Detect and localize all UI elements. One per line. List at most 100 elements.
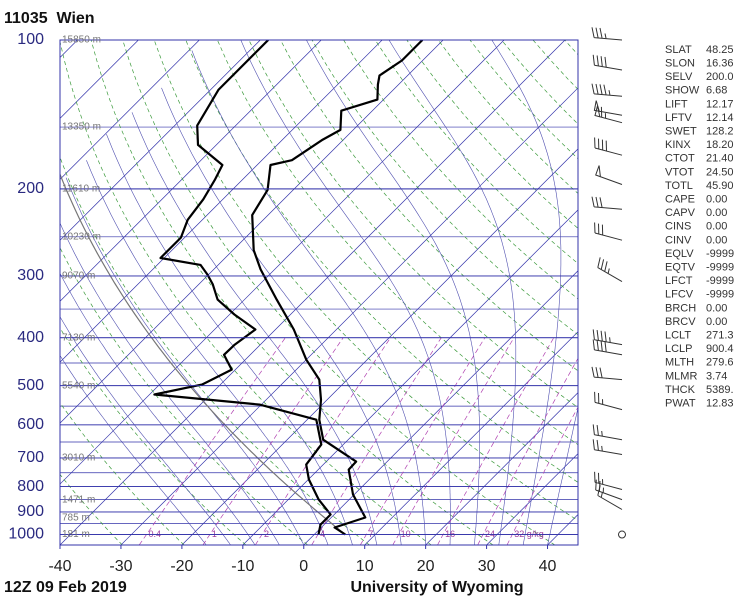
isotherm — [60, 40, 200, 180]
index-value: -9999 — [706, 248, 734, 260]
isotherm — [60, 40, 505, 485]
dry-adiabat — [343, 40, 578, 300]
dry-adiabat — [60, 327, 247, 545]
parcel-path — [60, 172, 346, 535]
mixing-ratio-label: 1 — [212, 529, 217, 539]
height-label: 785 m — [62, 512, 90, 523]
index-label: CTOT — [665, 153, 695, 165]
y-tick-label: 700 — [17, 449, 44, 466]
isotherm — [60, 40, 261, 241]
index-value: 5389. — [706, 384, 734, 396]
mixing-ratio-line — [477, 357, 578, 545]
index-value: 12.14 — [706, 112, 734, 124]
mixing-ratio-line — [506, 406, 578, 545]
mixing-ratio-label: 0.4 — [148, 529, 161, 539]
wind-calm — [618, 530, 626, 539]
isotherm — [242, 209, 578, 545]
index-label: CINV — [665, 234, 692, 246]
index-label: MLMR — [665, 370, 697, 382]
index-value: 0.00 — [706, 194, 727, 206]
index-value: 0.00 — [706, 234, 727, 246]
index-value: 128.2 — [706, 126, 734, 138]
index-value: 0.00 — [706, 302, 727, 314]
dry-adiabat — [60, 402, 185, 545]
wind-barb — [592, 439, 623, 455]
x-tick-label: 40 — [539, 558, 557, 575]
index-value: 0.00 — [706, 316, 727, 328]
wind-barb — [597, 257, 623, 283]
isotherm — [60, 40, 444, 424]
index-label: BRCV — [665, 316, 696, 328]
index-label: PWAT — [665, 398, 696, 410]
height-label: 10230 m — [62, 231, 101, 242]
isotherm — [60, 40, 566, 545]
dry-adiabat — [90, 40, 494, 545]
index-value: 200.0 — [706, 71, 734, 83]
y-tick-label: 900 — [17, 503, 44, 520]
dry-adiabat — [122, 40, 556, 545]
mixing-ratio-line — [202, 337, 344, 545]
index-label: LCLP — [665, 343, 693, 355]
index-value: -9999 — [706, 262, 734, 274]
index-label: CINS — [665, 221, 691, 233]
mixing-ratio-label: 16 — [445, 529, 455, 539]
index-value: 0.00 — [706, 207, 727, 219]
dry-adiabat — [185, 40, 578, 483]
wind-barb — [591, 196, 623, 210]
index-value: 16.36 — [706, 58, 734, 70]
index-label: KINX — [665, 139, 691, 151]
index-value: 45.90 — [706, 180, 734, 192]
index-label: LFCT — [665, 275, 693, 287]
moist-adiabat — [60, 222, 280, 545]
index-value: -9999 — [706, 289, 734, 301]
index-label: SHOW — [665, 85, 700, 97]
mixing-ratio-label: 10 — [401, 529, 411, 539]
index-value: 6.68 — [706, 85, 727, 97]
moist-adiabat — [65, 177, 305, 545]
x-tick-label: -10 — [231, 558, 254, 575]
index-value: 271.3 — [706, 330, 734, 342]
moist-adiabat — [240, 40, 451, 545]
isotherm — [120, 87, 578, 545]
height-label: 7130 m — [62, 332, 95, 343]
index-value: 12.17 — [706, 98, 734, 110]
moist-adiabat — [161, 87, 402, 545]
index-value: 279.6 — [706, 357, 734, 369]
height-label: 5540 m — [62, 380, 95, 391]
wind-barb — [592, 54, 623, 71]
index-label: BRCH — [665, 302, 696, 314]
wind-barb — [594, 105, 623, 124]
index-label: LIFT — [665, 98, 688, 110]
wind-barb — [592, 424, 623, 441]
dry-adiabat — [153, 40, 578, 522]
dry-adiabat — [60, 40, 432, 545]
index-label: SLAT — [665, 44, 692, 56]
moist-adiabat — [60, 354, 207, 545]
height-label: 1471 m — [62, 494, 95, 505]
x-tick-label: -30 — [109, 558, 132, 575]
isotherm — [425, 392, 578, 545]
dry-adiabat — [311, 40, 578, 336]
index-label: LFCV — [665, 289, 694, 301]
index-value: 12.83 — [706, 398, 734, 410]
profile-line — [153, 40, 332, 535]
wind-barb — [594, 137, 623, 156]
x-tick-label: 20 — [417, 558, 435, 575]
isotherm — [181, 148, 578, 545]
wind-barb — [591, 366, 623, 381]
wind-barb — [594, 222, 623, 241]
x-tick-label: 30 — [478, 558, 496, 575]
height-label: 3010 m — [62, 453, 95, 464]
moist-adiabat — [60, 272, 256, 545]
wind-barb — [594, 471, 623, 490]
height-label: 15850 m — [62, 35, 101, 46]
y-tick-label: 300 — [17, 267, 44, 284]
profiles — [60, 40, 424, 536]
height-label: 13350 m — [62, 122, 101, 133]
index-label: TOTL — [665, 180, 693, 192]
mixing-ratio-line — [255, 337, 391, 545]
index-label: EQTV — [665, 262, 696, 274]
index-label: MLTH — [665, 357, 694, 369]
moist-adiabat — [491, 40, 562, 545]
